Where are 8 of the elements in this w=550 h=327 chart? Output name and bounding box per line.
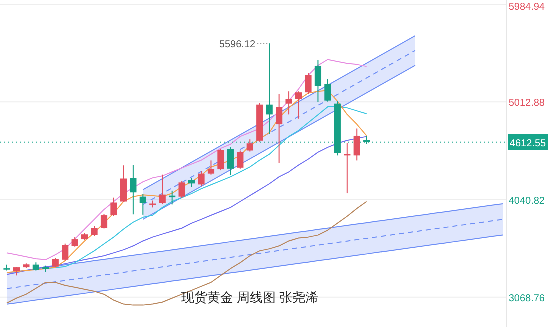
y-tick-label: 4040.82 [508,196,546,207]
ref-line-label: 4612.55 [510,138,547,150]
y-tick-label: 5984.94 [508,2,546,13]
line-series [6,219,504,290]
y-tick-label: 3068.76 [508,293,546,304]
annotation: 5596.12 [219,40,256,51]
text: 现货黄金 周线图 张尧浠 [181,290,319,305]
y-tick-label: 5012.88 [508,98,546,110]
